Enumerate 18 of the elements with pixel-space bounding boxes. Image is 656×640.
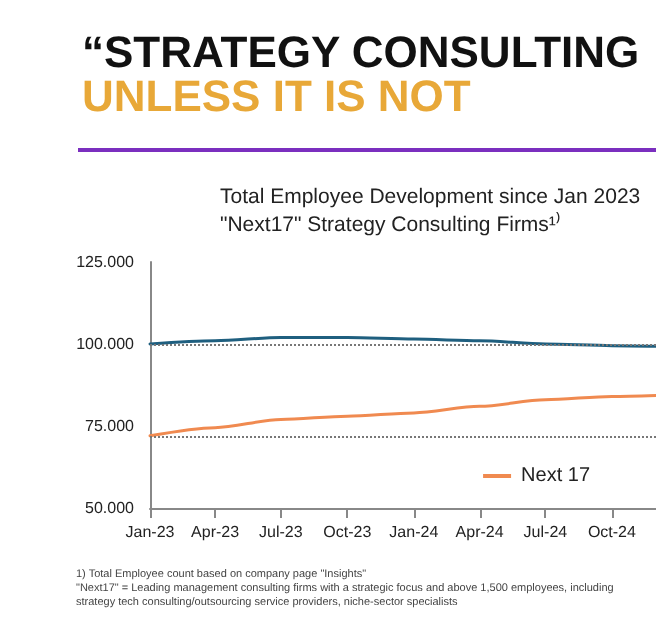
- x-tick-label: Jan-24: [389, 523, 440, 541]
- x-tick-label: Apr-24: [455, 523, 505, 541]
- legend-label: Next 17: [521, 465, 591, 487]
- line-series: [148, 394, 656, 438]
- x-tick-label: Apr-23: [191, 523, 241, 541]
- y-tick-label: 50.000: [85, 499, 136, 517]
- chart-subtitle: UNLESS IT IS NOT: [82, 71, 472, 121]
- text: Total Employee Development since Jan 2023: [220, 185, 641, 209]
- x-tick-label: Jul-24: [523, 523, 569, 541]
- y-tick-label: 75.000: [85, 417, 136, 435]
- y-tick-label: 125.000: [76, 253, 136, 271]
- x-tick-label: Oct-24: [587, 523, 638, 541]
- x-tick-label: Jan-23: [125, 523, 176, 541]
- text: "Next17" Strategy Consulting Firms¹⁾: [220, 211, 560, 237]
- x-tick-label: Oct-23: [323, 523, 373, 541]
- x-tick-label: Jul-23: [259, 523, 304, 541]
- y-tick-label: 100.000: [76, 335, 136, 353]
- chart-title: “STRATEGY CONSULTING: [82, 27, 640, 77]
